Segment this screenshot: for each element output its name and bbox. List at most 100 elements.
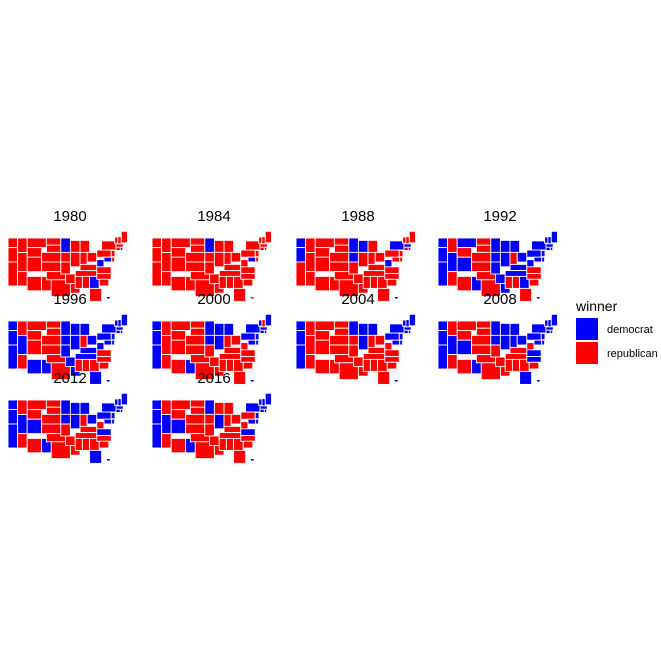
state-wy-2004 bbox=[314, 330, 331, 341]
state-me-1996 bbox=[120, 313, 128, 327]
state-nh-2016 bbox=[261, 398, 266, 407]
state-nv-2000 bbox=[161, 334, 172, 356]
state-ca-2004 bbox=[295, 344, 307, 370]
state-nd-2012 bbox=[45, 399, 62, 408]
legend-swatch-republican bbox=[576, 342, 598, 364]
state-nd-1992 bbox=[475, 237, 492, 246]
state-in-2004 bbox=[367, 334, 376, 348]
state-oh-1992 bbox=[516, 251, 528, 263]
state-me-1988 bbox=[408, 230, 416, 244]
state-hi-2004 bbox=[393, 379, 399, 383]
state-or-2000 bbox=[151, 330, 163, 346]
state-ut-2016 bbox=[161, 433, 172, 449]
state-ca-1980 bbox=[7, 261, 19, 287]
state-ky-2004 bbox=[367, 346, 386, 355]
state-va-2000 bbox=[240, 349, 256, 357]
state-ne-1984 bbox=[185, 251, 206, 263]
state-wv-1996 bbox=[96, 342, 105, 351]
state-il-2016 bbox=[213, 413, 225, 430]
state-pa-2004 bbox=[384, 332, 400, 341]
state-wy-1988 bbox=[314, 247, 331, 258]
state-or-1980 bbox=[7, 247, 19, 263]
state-mi-1992 bbox=[509, 239, 521, 253]
state-ma-2008 bbox=[545, 326, 554, 331]
state-ma-1988 bbox=[403, 243, 412, 248]
state-nv-2012 bbox=[17, 413, 28, 435]
state-ut-2012 bbox=[17, 433, 28, 449]
state-in-1996 bbox=[79, 334, 88, 348]
state-ms-1984 bbox=[218, 275, 227, 289]
state-ks-1980 bbox=[41, 261, 62, 273]
state-az-1996 bbox=[26, 358, 43, 375]
state-or-1984 bbox=[151, 247, 163, 263]
state-co-2000 bbox=[170, 339, 187, 356]
state-az-1988 bbox=[314, 275, 331, 292]
state-mi-1984 bbox=[223, 239, 235, 253]
state-oh-2000 bbox=[230, 334, 242, 346]
panel-title-2004: 2004 bbox=[341, 291, 374, 308]
state-co-2008 bbox=[456, 339, 473, 356]
state-tn-2012 bbox=[74, 432, 98, 439]
state-wy-1992 bbox=[456, 247, 473, 258]
state-ut-2000 bbox=[161, 354, 172, 370]
state-mn-1996 bbox=[60, 320, 71, 336]
state-nh-1980 bbox=[117, 236, 122, 245]
state-fl-1992 bbox=[519, 287, 533, 302]
state-nc-1980 bbox=[96, 273, 112, 280]
state-wv-2016 bbox=[240, 421, 249, 430]
state-nj-1980 bbox=[110, 250, 116, 258]
state-ne-2004 bbox=[329, 334, 350, 346]
state-nc-1988 bbox=[384, 273, 400, 280]
state-ar-2000 bbox=[209, 356, 220, 368]
state-il-1996 bbox=[69, 334, 81, 351]
state-in-2000 bbox=[223, 334, 232, 348]
state-va-1996 bbox=[96, 349, 112, 357]
state-ne-2000 bbox=[185, 334, 206, 346]
state-sc-2016 bbox=[242, 440, 254, 449]
state-me-1992 bbox=[550, 230, 558, 244]
state-ne-2012 bbox=[41, 413, 62, 425]
state-nj-2012 bbox=[110, 412, 116, 420]
state-id-1996 bbox=[17, 320, 28, 336]
state-va-1988 bbox=[384, 266, 400, 274]
state-mo-1996 bbox=[60, 344, 71, 358]
state-sd-2000 bbox=[189, 327, 206, 336]
panel-title-2012: 2012 bbox=[53, 370, 86, 387]
state-oh-1984 bbox=[230, 251, 242, 263]
state-va-2004 bbox=[384, 349, 400, 357]
state-co-1992 bbox=[456, 256, 473, 273]
state-mo-2012 bbox=[60, 423, 71, 437]
state-il-1988 bbox=[357, 251, 369, 268]
state-mt-1992 bbox=[456, 237, 477, 249]
state-me-2004 bbox=[408, 313, 416, 327]
state-de-1988 bbox=[399, 256, 404, 263]
state-mn-1980 bbox=[60, 237, 71, 253]
state-nh-2012 bbox=[117, 398, 122, 407]
state-ia-1992 bbox=[490, 251, 501, 263]
state-il-2000 bbox=[213, 334, 225, 351]
panels-group: 1980 1984 1988 1992 1996 2000 2004 2008 2012 2016 bbox=[7, 208, 558, 464]
state-sc-1996 bbox=[98, 361, 110, 370]
state-va-2012 bbox=[96, 428, 112, 436]
state-ar-1996 bbox=[65, 356, 76, 368]
state-nc-2004 bbox=[384, 356, 400, 363]
state-nv-2004 bbox=[305, 334, 316, 356]
state-nj-2008 bbox=[540, 333, 546, 341]
state-mt-1996 bbox=[26, 320, 47, 332]
state-tn-2000 bbox=[218, 353, 242, 360]
state-or-2012 bbox=[7, 409, 19, 425]
state-wy-2016 bbox=[170, 409, 187, 420]
state-sc-2000 bbox=[242, 361, 254, 370]
state-fl-2016 bbox=[233, 449, 247, 464]
panel-2000: 2000 bbox=[151, 291, 272, 385]
state-ky-1992 bbox=[509, 263, 528, 272]
state-nv-1984 bbox=[161, 251, 172, 273]
state-wa-1992 bbox=[437, 237, 449, 249]
state-ks-2016 bbox=[185, 423, 206, 435]
state-in-1992 bbox=[509, 251, 518, 265]
state-ny-2000 bbox=[245, 323, 261, 334]
state-az-2004 bbox=[314, 358, 331, 375]
state-in-2008 bbox=[509, 334, 518, 348]
state-co-2012 bbox=[26, 418, 43, 435]
state-pa-2000 bbox=[240, 332, 256, 341]
